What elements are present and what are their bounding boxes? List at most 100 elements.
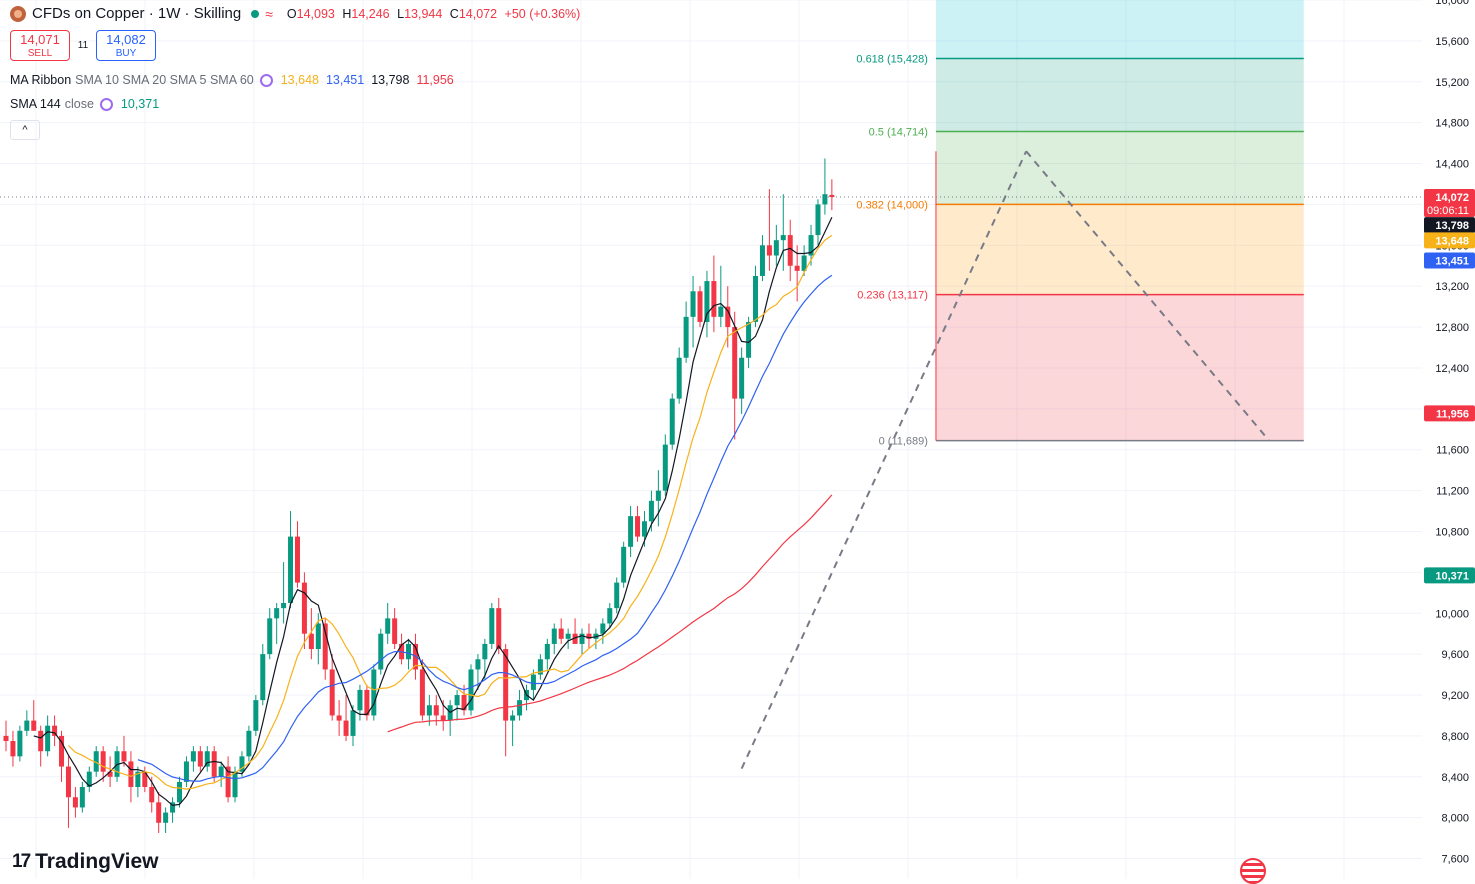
high-value: 14,246 xyxy=(351,6,390,21)
sell-button[interactable]: 14,071 SELL xyxy=(10,30,70,61)
candle-body xyxy=(732,327,738,399)
market-open-icon xyxy=(251,9,260,18)
candle-body xyxy=(766,245,772,256)
buy-button[interactable]: 14,082 BUY xyxy=(96,30,156,61)
change-value: +50 (+0.36%) xyxy=(504,6,581,21)
candle-body xyxy=(336,715,342,721)
candle-body xyxy=(669,398,675,445)
candle-body xyxy=(614,582,620,609)
y-tick-label: 16,000 xyxy=(1435,0,1469,7)
candle-body xyxy=(65,766,71,798)
candle-body xyxy=(426,705,432,716)
candle-body xyxy=(357,689,363,711)
indicator-sma144[interactable]: SMA 144 close 10,371 xyxy=(10,97,160,111)
candle-body xyxy=(475,659,481,670)
candle-body xyxy=(780,235,786,241)
candle-body xyxy=(392,618,398,644)
candle-body xyxy=(3,735,9,742)
candle-body xyxy=(829,194,835,198)
candle-body xyxy=(204,751,210,767)
candle-body xyxy=(121,751,127,762)
candle-body xyxy=(378,633,384,670)
collapse-legend-button[interactable]: ^ xyxy=(10,120,40,140)
candle-body xyxy=(808,235,814,256)
candle-body xyxy=(281,603,287,609)
tradingview-logo[interactable]: 17 TradingView xyxy=(12,850,158,874)
candle-body xyxy=(690,291,696,317)
candle-body xyxy=(274,608,280,619)
y-tick-label: 7,600 xyxy=(1441,854,1469,866)
candle-body xyxy=(329,669,335,716)
candle-body xyxy=(648,500,654,522)
candle-body xyxy=(211,751,217,777)
indicator-ma-ribbon[interactable]: MA Ribbon SMA 10 SMA 20 SMA 5 SMA 60 13,… xyxy=(10,73,454,87)
indicator-settings-icon[interactable] xyxy=(259,73,273,87)
candle-body xyxy=(38,730,44,752)
candle-body xyxy=(100,751,106,772)
y-tick-label: 14,400 xyxy=(1435,159,1469,171)
candle-body xyxy=(177,781,182,803)
candle-body xyxy=(704,281,710,322)
sma5-line xyxy=(33,217,833,807)
sma20-line xyxy=(137,274,833,782)
candle-body xyxy=(572,633,578,644)
candle-body xyxy=(156,802,162,823)
sma60-line xyxy=(387,494,833,733)
candle-body xyxy=(496,608,502,650)
candle-body xyxy=(197,751,203,767)
candle-body xyxy=(190,751,196,762)
candle-body xyxy=(440,715,446,721)
price-axis-label: 10,371 xyxy=(1435,570,1469,582)
y-tick-label: 11,200 xyxy=(1436,486,1469,498)
candle-body xyxy=(93,751,99,772)
y-tick-label: 13,200 xyxy=(1435,281,1469,293)
price-axis-label: 13,451 xyxy=(1435,256,1469,268)
candle-body xyxy=(482,643,488,660)
candle-body xyxy=(267,618,273,655)
y-tick-label: 14,800 xyxy=(1435,118,1469,130)
candle-body xyxy=(711,281,717,317)
fib-zone xyxy=(935,204,1304,295)
candle-body xyxy=(260,654,266,701)
candle-body xyxy=(544,643,550,660)
candle-body xyxy=(461,695,467,711)
y-tick-label: 15,200 xyxy=(1435,77,1469,89)
candle-body xyxy=(753,275,759,322)
candle-body xyxy=(773,240,779,256)
price-axis-badge xyxy=(1424,217,1475,234)
candle-body xyxy=(621,546,627,583)
candle-body xyxy=(725,306,731,328)
sma5-value: 13,798 xyxy=(371,73,410,87)
y-tick-label: 15,600 xyxy=(1435,36,1469,48)
indicator-settings-icon[interactable] xyxy=(99,97,113,111)
candle-body xyxy=(433,705,439,716)
candle-body xyxy=(24,720,30,731)
chart-title[interactable]: CFDs on Copper · 1W · Skilling xyxy=(32,5,242,22)
price-axis-label: 13,648 xyxy=(1435,235,1469,247)
candle-body xyxy=(142,771,148,788)
candle-body xyxy=(822,194,828,205)
candle-body xyxy=(683,316,689,358)
fib-zone xyxy=(935,58,1304,132)
buy-price: 14,082 xyxy=(106,32,146,47)
low-value: 13,944 xyxy=(404,6,443,21)
candle-body xyxy=(343,720,349,736)
candle-body xyxy=(517,700,523,716)
copper-symbol-icon xyxy=(10,5,26,22)
candle-body xyxy=(79,787,85,808)
candle-body xyxy=(662,444,668,491)
candle-body xyxy=(246,730,252,757)
candle-body xyxy=(364,689,370,716)
candle-body xyxy=(718,306,724,317)
candle-body xyxy=(558,628,564,639)
logo-text: TradingView xyxy=(35,850,159,873)
price-axis-label: 11,956 xyxy=(1436,408,1469,420)
candle-body xyxy=(163,812,169,823)
candle-body xyxy=(489,608,495,644)
fib-zone xyxy=(935,0,1304,59)
candle-body xyxy=(135,771,141,788)
sma10-line xyxy=(68,234,833,790)
price-axis-badge xyxy=(1424,405,1475,422)
sell-price: 14,071 xyxy=(20,32,60,47)
